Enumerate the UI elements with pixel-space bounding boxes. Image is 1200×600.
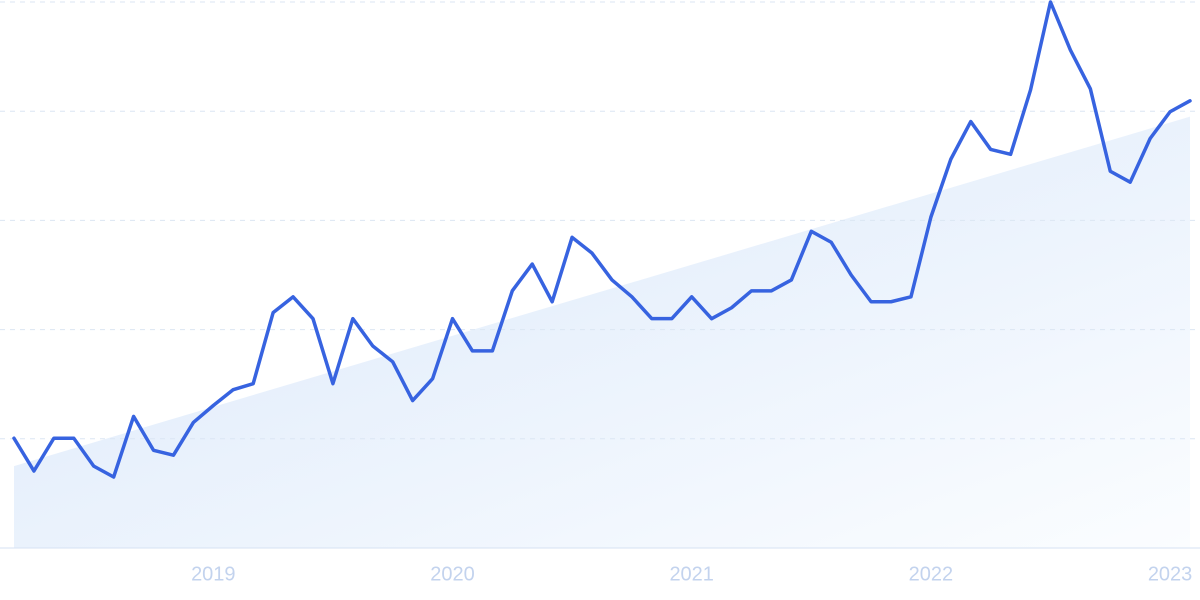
x-tick-label: 2019 xyxy=(191,563,236,585)
data-line xyxy=(12,0,1192,479)
x-tick-label: 2020 xyxy=(430,563,475,585)
x-tick-label: 2022 xyxy=(909,563,954,585)
x-tick-label: 2021 xyxy=(669,563,714,585)
trend-area xyxy=(14,116,1190,548)
x-tick-label: 2023 xyxy=(1148,563,1193,585)
